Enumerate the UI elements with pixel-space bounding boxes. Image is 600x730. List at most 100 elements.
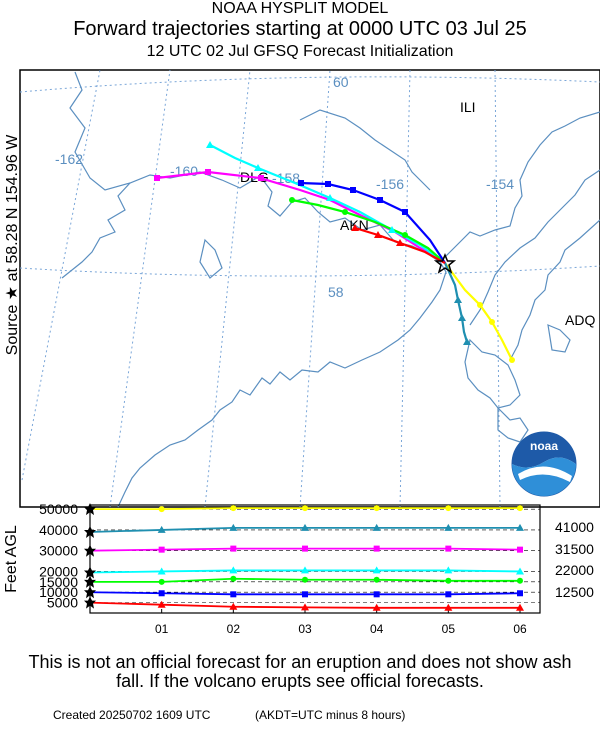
marker-red [374, 231, 382, 238]
marker-magenta [205, 169, 211, 175]
marker-blue [298, 180, 304, 186]
latitude-line-58 [19, 265, 600, 277]
marker-blue [350, 187, 356, 193]
height-plot-frame [89, 504, 541, 614]
marker-yellow [509, 357, 515, 363]
latitude-line-60 [19, 76, 600, 93]
marker-blue [402, 209, 408, 215]
x-tick-label: 06 [513, 622, 527, 636]
x-tick-label: 04 [370, 622, 384, 636]
height-data-point [373, 591, 380, 598]
height-data-point [516, 523, 524, 531]
lake-outline [199, 238, 223, 279]
height-data-point [157, 567, 166, 575]
x-tick-label: 05 [442, 622, 456, 636]
height-data-point [158, 546, 165, 553]
height-data-point [444, 523, 453, 531]
height-data-point [302, 505, 308, 512]
place-ili: ILI [460, 99, 476, 115]
trajectory-50000ft [444, 262, 513, 361]
height-data-point [516, 567, 524, 575]
marker-green [289, 197, 295, 203]
place-adq: ADQ [565, 312, 595, 328]
height-data-point [516, 603, 524, 611]
marker-cyan [388, 226, 396, 233]
source-star-icon [84, 566, 96, 579]
trajectory-markers [154, 141, 515, 363]
lon-label-156: -156 [376, 176, 404, 192]
trajectory-41000ft [443, 262, 469, 343]
marker-cyan [326, 194, 334, 201]
source-star-icon [84, 526, 96, 538]
kenai-coast [509, 219, 600, 361]
right-label-22000: 22000 [555, 562, 594, 578]
disclaimer-text: This is not an official forecast for an … [28, 652, 572, 691]
trajectory-12500ft [291, 198, 446, 264]
marker-yellow [477, 302, 483, 308]
height-data-point [230, 505, 237, 512]
x-tick-label: 02 [227, 622, 241, 636]
x-tick-label: 01 [155, 622, 169, 636]
height-data-point [373, 505, 380, 512]
lat-label-60: 60 [333, 74, 349, 90]
marker-teal [463, 338, 471, 345]
marker-blue [325, 181, 331, 187]
noaa-logo-text: noaa [530, 439, 558, 453]
height-data-point [372, 566, 381, 574]
marker-teal [458, 314, 466, 321]
height-data-point [444, 566, 453, 574]
right-label-12500: 12500 [555, 584, 594, 600]
title-line-3: 12 UTC 02 Jul GFSQ Forecast Initializati… [146, 43, 454, 60]
source-star-icon [84, 575, 96, 588]
longitude-line-156 [299, 69, 331, 508]
source-star-icon [84, 544, 96, 557]
marker-green [342, 209, 348, 215]
lat-label-58: 58 [328, 284, 344, 300]
source-star-icon [84, 596, 96, 609]
height-data-point [517, 590, 523, 597]
kodiak-island-north [464, 338, 521, 409]
marker-yellow [489, 319, 495, 325]
height-data-point [229, 602, 238, 610]
right-label-41000: 41000 [555, 519, 594, 535]
marker-green [402, 232, 408, 238]
noaa-logo: noaa [511, 431, 577, 497]
kodiak-island-south [497, 406, 529, 443]
height-data-point [372, 523, 381, 531]
height-data-point [230, 545, 237, 552]
y-tick-label: 50000 [39, 501, 78, 517]
marker-red [351, 224, 359, 231]
lon-label-162: -162 [55, 151, 83, 167]
marker-cyan [254, 164, 262, 171]
height-data-point [301, 523, 309, 531]
height-data-point [517, 577, 523, 584]
height-data-point [373, 576, 380, 583]
marker-blue [377, 197, 383, 203]
height-right-labels: 41000 31500 22000 12500 [555, 519, 594, 600]
height-data-point [445, 577, 452, 584]
height-data-point [302, 591, 308, 598]
map-frame [19, 69, 600, 508]
height-data-point [445, 545, 452, 552]
y-tick-label: 30000 [39, 543, 78, 559]
height-data-point [157, 525, 166, 533]
height-data-point [158, 578, 165, 585]
height-data-point [229, 566, 238, 574]
cook-inlet-west-coast [439, 111, 600, 263]
marker-magenta [154, 175, 160, 181]
height-data-point [372, 603, 381, 611]
lake-iliamna-coast [299, 109, 431, 191]
height-data-point [445, 591, 452, 598]
height-data-point [158, 506, 165, 513]
longitude-line-158 [204, 69, 251, 508]
longitude-line-160 [109, 69, 171, 508]
y-tick-label: 5000 [47, 595, 78, 611]
height-data-point [517, 546, 523, 553]
height-data-point [301, 566, 309, 574]
y-tick-label: 40000 [39, 522, 78, 538]
akdt-note: (AKDT=UTC minus 8 hours) [255, 708, 406, 722]
y-tick-label: 15000 [39, 574, 78, 590]
height-data-point [517, 505, 523, 512]
